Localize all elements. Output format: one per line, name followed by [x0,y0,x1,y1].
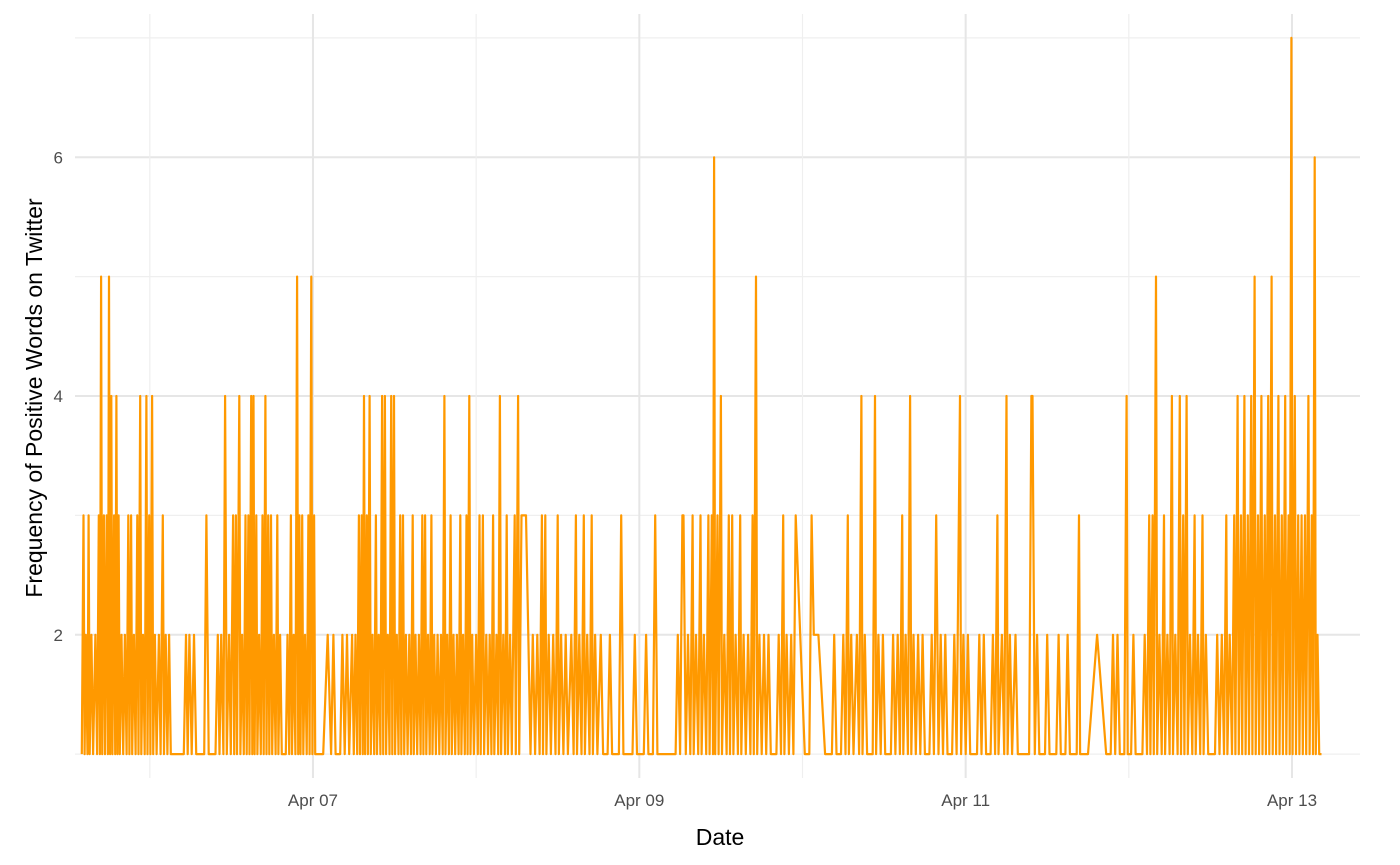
x-tick-label: Apr 07 [288,791,338,810]
x-tick-label: Apr 13 [1267,791,1317,810]
x-tick-labels: Apr 07 Apr 09 Apr 11 Apr 13 [288,791,1317,810]
y-tick-label: 6 [54,148,63,167]
x-tick-label: Apr 11 [941,791,990,810]
y-tick-label: 4 [54,387,63,406]
y-tick-label: 2 [54,626,63,645]
y-tick-labels: 2 4 6 [54,148,63,645]
x-tick-label: Apr 09 [614,791,664,810]
x-axis-title: Date [696,824,745,850]
series-layer [80,36,1322,756]
y-axis-title: Frequency of Positive Words on Twitter [21,198,47,598]
series-line [80,36,1322,756]
